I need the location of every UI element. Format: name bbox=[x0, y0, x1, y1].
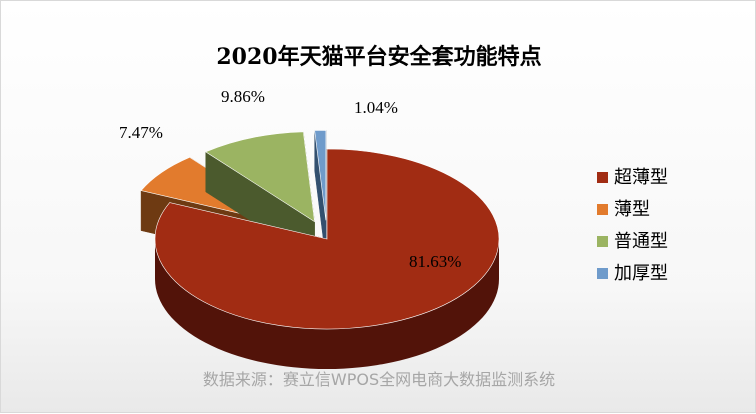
legend-label-4: 加厚型 bbox=[614, 263, 668, 284]
legend-swatch-1 bbox=[597, 172, 608, 183]
legend-label-2: 薄型 bbox=[614, 199, 650, 220]
data-label-3: 9.86% bbox=[221, 87, 265, 106]
source-note: 数据来源：赛立信WPOS全网电商大数据监测系统 bbox=[202, 370, 556, 389]
chart-title: 2020年天猫平台安全套功能特点 bbox=[216, 44, 542, 70]
legend-swatch-2 bbox=[597, 204, 608, 215]
legend-label-3: 普通型 bbox=[614, 231, 668, 252]
pie-slice-1 bbox=[154, 148, 500, 369]
data-label-4: 1.04% bbox=[354, 98, 398, 117]
legend-label-1: 超薄型 bbox=[614, 167, 668, 188]
legend-swatch-4 bbox=[597, 268, 608, 279]
data-label-1: 81.63% bbox=[409, 252, 461, 271]
legend-swatch-3 bbox=[597, 236, 608, 247]
data-label-2: 7.47% bbox=[119, 123, 163, 142]
